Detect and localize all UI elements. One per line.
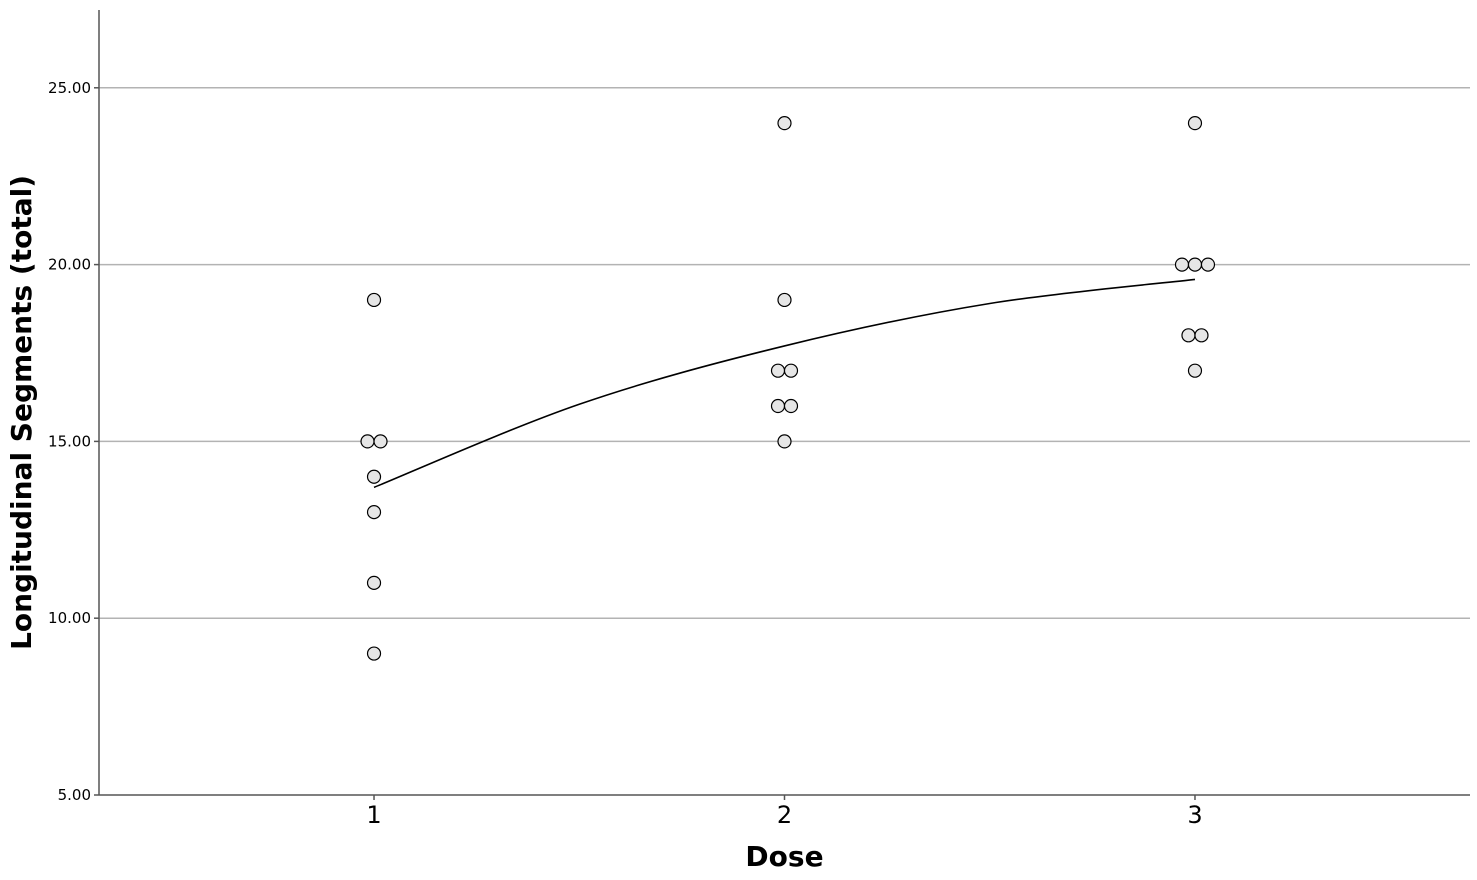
- data-point: [777, 292, 792, 308]
- data-point: [366, 505, 382, 520]
- x-tick-label: 3: [1187, 801, 1202, 829]
- data-point: [770, 363, 786, 378]
- data-point: [1187, 116, 1203, 131]
- y-tick-label: 5.00: [58, 786, 91, 804]
- grid-layer: [99, 87, 1470, 619]
- fit-line: [373, 278, 1196, 489]
- data-point: [366, 469, 382, 484]
- fit-layer: [373, 278, 1196, 489]
- data-point: [366, 292, 382, 308]
- y-tick-label: 20.00: [48, 256, 91, 274]
- data-point: [1187, 257, 1203, 272]
- points-layer: [360, 116, 1216, 661]
- axis-layer: [94, 10, 1470, 800]
- x-tick-label: 2: [777, 801, 792, 829]
- data-point: [777, 116, 792, 131]
- data-point: [360, 434, 375, 449]
- data-point: [1174, 257, 1190, 272]
- y-tick-label: 15.00: [48, 432, 91, 450]
- data-point: [1200, 257, 1216, 272]
- data-point: [1194, 328, 1209, 343]
- data-point: [770, 398, 786, 414]
- data-point: [783, 398, 799, 414]
- label-layer: Dose Longitudinal Segments (total) 5.00 1…: [5, 79, 1203, 873]
- data-point: [1181, 328, 1196, 343]
- data-point: [366, 646, 382, 661]
- data-point: [1187, 363, 1203, 378]
- y-tick-label: 10.00: [48, 609, 91, 627]
- x-axis-title: Dose: [745, 840, 823, 873]
- data-point: [373, 434, 388, 449]
- y-tick-label: 25.00: [48, 79, 91, 97]
- data-point: [783, 363, 799, 378]
- x-tick-label: 1: [366, 801, 381, 829]
- data-point: [777, 434, 792, 449]
- y-axis-title: Longitudinal Segments (total): [5, 175, 38, 650]
- data-point: [366, 575, 382, 590]
